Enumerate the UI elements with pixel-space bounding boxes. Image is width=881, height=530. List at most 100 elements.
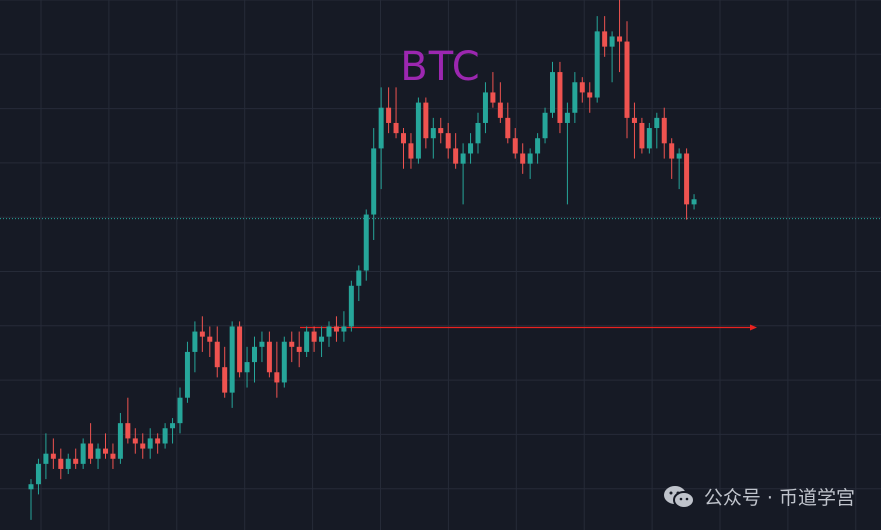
candle-body — [311, 331, 317, 342]
candle-body — [80, 443, 86, 464]
candle-body — [550, 72, 555, 113]
candle-body — [691, 199, 697, 205]
support-line-arrow — [750, 324, 757, 331]
candle-body — [140, 443, 146, 449]
candle-body — [88, 443, 94, 459]
candle-body — [229, 326, 235, 393]
candle-body — [430, 128, 436, 139]
candle-body — [333, 326, 339, 332]
candle-body — [557, 72, 563, 123]
candle-body — [73, 458, 79, 464]
candle-body — [214, 341, 220, 368]
candle-body — [326, 326, 332, 337]
candle-body — [371, 148, 377, 215]
candle-body — [43, 453, 49, 464]
candle-body — [527, 153, 533, 164]
candle-body — [274, 372, 280, 383]
candle-body — [58, 458, 64, 469]
candle-body — [177, 397, 183, 424]
candle-body — [423, 102, 429, 139]
candle-body — [162, 428, 168, 444]
candle-body — [125, 423, 131, 439]
candle-body — [244, 362, 250, 373]
candle-body — [155, 438, 161, 444]
candle-body — [356, 270, 362, 286]
candle-body — [147, 438, 153, 449]
candle-body — [65, 458, 71, 469]
candle-body — [266, 341, 272, 373]
candle-body — [132, 438, 138, 444]
candle-body — [378, 107, 384, 149]
candle-body — [319, 336, 325, 342]
candle-body — [639, 122, 645, 149]
watermark-text: 公众号 · 币道学宫 — [703, 487, 855, 509]
candle-body — [386, 107, 392, 123]
candle-body — [117, 423, 123, 459]
candle-body — [341, 326, 347, 332]
candle-body — [594, 31, 600, 98]
candle-body — [408, 143, 414, 159]
candle-body — [199, 331, 205, 337]
candle-body — [617, 36, 623, 42]
candle-body — [289, 341, 295, 347]
candle-body — [28, 484, 34, 490]
candle-body — [684, 153, 690, 205]
candle-body — [669, 143, 675, 159]
candle-body — [512, 138, 518, 154]
candle-body — [259, 341, 265, 347]
candle-body — [363, 214, 369, 271]
chart-title: BTC — [400, 44, 481, 90]
candle-body — [95, 448, 101, 459]
candle-body — [237, 326, 243, 373]
candle-body — [676, 153, 682, 159]
candle-body — [207, 336, 213, 342]
candle-body — [542, 112, 548, 139]
candle-body — [110, 453, 116, 459]
candle-body — [50, 453, 56, 459]
candle-body — [609, 36, 615, 47]
candle-body — [281, 341, 287, 383]
candle-body — [505, 117, 511, 139]
candle-body — [654, 117, 660, 129]
candle-body — [602, 31, 608, 47]
candle-body — [252, 346, 257, 363]
wechat-icon — [663, 485, 695, 509]
candle-body — [497, 102, 503, 118]
candle-body — [304, 331, 310, 352]
candle-body — [535, 138, 541, 154]
candle-body — [438, 128, 444, 134]
candles — [28, 0, 697, 520]
candle-body — [475, 122, 481, 144]
candle-body — [468, 143, 474, 154]
candle-body — [631, 117, 637, 123]
candle-body — [661, 117, 667, 144]
candle-body — [572, 82, 578, 113]
candle-body — [103, 448, 108, 454]
candle-body — [520, 153, 526, 164]
candle-body — [192, 331, 198, 352]
candle-body — [222, 367, 228, 393]
candle-body — [587, 92, 593, 98]
candle-body — [646, 128, 652, 149]
candle-body — [184, 351, 190, 398]
candle-body — [564, 112, 570, 123]
candle-body — [415, 102, 421, 159]
candle-body — [401, 133, 406, 144]
candle-body — [453, 148, 459, 164]
horizontal-lines — [0, 218, 881, 331]
candle-body — [460, 153, 466, 164]
candle-body — [296, 346, 302, 352]
candle-body — [579, 82, 585, 93]
watermark: 公众号 · 币道学宫 — [662, 483, 855, 510]
candle-body — [482, 92, 488, 123]
candle-body — [35, 463, 41, 485]
candle-body — [490, 92, 496, 103]
candle-body — [393, 122, 399, 134]
candle-body — [624, 41, 630, 118]
candle-body — [348, 285, 354, 327]
candle-body — [170, 423, 176, 429]
candle-body — [445, 133, 451, 149]
